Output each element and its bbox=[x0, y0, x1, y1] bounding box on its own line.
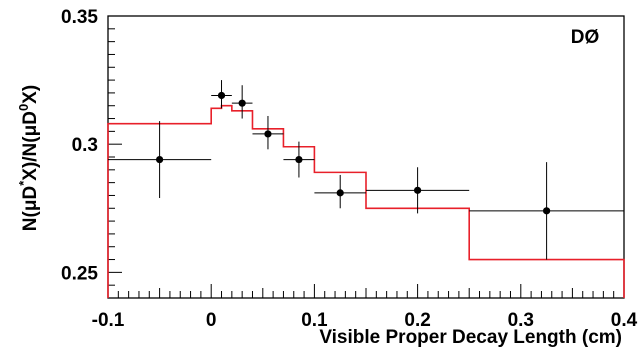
y-tick-label: 0.3 bbox=[72, 135, 98, 156]
axis-tick-labels: -0.1 0 0.1 0.2 0.3 0.4 0.25 0.3 0.35 bbox=[61, 7, 638, 331]
data-point bbox=[211, 80, 232, 109]
data-point bbox=[469, 162, 624, 260]
data-marker bbox=[238, 99, 246, 107]
x-tick-label: 0 bbox=[206, 310, 217, 331]
data-point bbox=[108, 121, 212, 199]
data-marker bbox=[414, 186, 422, 194]
y-axis-title-part: X) bbox=[20, 85, 41, 104]
y-axis-title-part: N(μD bbox=[20, 186, 41, 231]
data-point bbox=[252, 115, 284, 150]
data-marker bbox=[543, 207, 551, 215]
y-tick-label: 0.25 bbox=[61, 263, 98, 284]
x-tick-label: -0.1 bbox=[92, 310, 125, 331]
x-tick-label: 0.2 bbox=[404, 310, 430, 331]
data-marker bbox=[264, 130, 272, 138]
x-tick-label: 0.4 bbox=[611, 310, 638, 331]
y-axis-title-superscript: * bbox=[16, 180, 31, 186]
data-marker bbox=[295, 155, 303, 164]
y-axis-title-part: X)/N(μD bbox=[20, 111, 41, 181]
data-marker bbox=[156, 155, 164, 164]
x-tick-label: 0.1 bbox=[301, 310, 328, 331]
data-marker bbox=[217, 91, 226, 100]
data-point bbox=[314, 174, 366, 209]
x-axis-title: Visible Proper Decay Length (cm) bbox=[319, 327, 622, 348]
axis-ticks bbox=[107, 15, 625, 299]
data-point bbox=[231, 85, 253, 119]
x-tick-label: 0.3 bbox=[508, 310, 534, 331]
data-point bbox=[366, 167, 470, 214]
experiment-label: DØ bbox=[571, 27, 600, 48]
y-tick-label: 0.35 bbox=[61, 7, 98, 28]
data-points bbox=[108, 80, 624, 260]
data-point bbox=[283, 141, 315, 178]
y-axis-title: N(μD*X)/N(μD0X) bbox=[16, 85, 41, 231]
y-axis-title-superscript: 0 bbox=[16, 104, 31, 111]
data-marker bbox=[336, 189, 344, 197]
